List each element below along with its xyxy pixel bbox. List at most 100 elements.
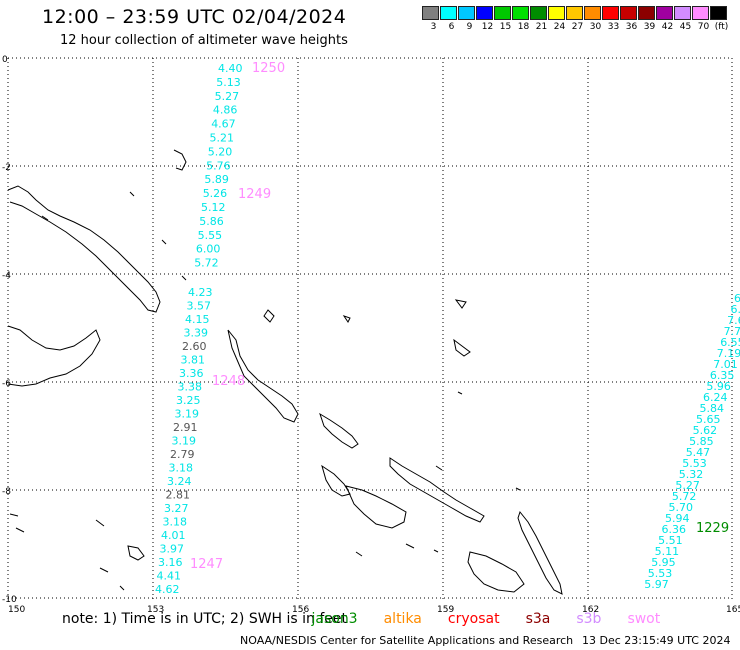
track-a-value: 5.76: [206, 159, 231, 172]
track-a-value: 5.26: [203, 187, 228, 200]
track-b-value: 3.18: [163, 516, 188, 529]
track-a-value: 5.72: [194, 257, 219, 270]
legend-label: 70: [697, 22, 710, 32]
santa-isabel-coast: [389, 457, 485, 523]
track-a-value: 5.27: [215, 90, 240, 103]
legend-swatch: [476, 6, 493, 20]
track-a-value: 5.86: [199, 215, 224, 228]
track-c-value: 6: [734, 292, 740, 305]
lat-lon-grid: 150 153 156 159 162 165 0 -2 -4 -6 -8 -10: [2, 55, 740, 615]
track-c-value: 7.6: [727, 314, 740, 327]
legend-label: 21: [535, 22, 548, 32]
track-c-value: 5.65: [696, 413, 721, 426]
track-c-value: 6.55: [720, 336, 740, 349]
track-a-value: 4.67: [211, 118, 236, 131]
legend-label: 18: [517, 22, 530, 32]
track-b-value: 3.24: [167, 475, 192, 488]
satellite-cryosat: cryosat: [447, 611, 500, 627]
legend-swatch: [638, 6, 655, 20]
lon-tick-label: 165: [726, 605, 740, 615]
legend-swatch: [692, 6, 709, 20]
track-b-value: 3.36: [179, 367, 204, 380]
track-a-value: 4.86: [213, 104, 238, 117]
track-a-value: 5.89: [204, 173, 229, 186]
track-b-value: 3.19: [175, 408, 200, 421]
lon-tick-label: 153: [147, 605, 164, 615]
track-c-value: 5.53: [682, 457, 707, 470]
track-c-value: 5.72: [672, 490, 697, 503]
legend-swatch: [530, 6, 547, 20]
lon-tick-label: 150: [8, 605, 25, 615]
lat-tick-label: -4: [2, 271, 11, 281]
legend-label: 9: [466, 22, 473, 32]
track-c-value: 5.11: [655, 545, 680, 558]
footnote-note: note: 1) Time is in UTC; 2) SWH is in fe…: [62, 611, 348, 627]
track-b-value: 2.60: [182, 340, 207, 353]
track-b-value: 2.81: [166, 489, 191, 502]
legend-swatch: [458, 6, 475, 20]
satellite-jason3: jason3: [311, 611, 358, 627]
track-a-value: 5.13: [216, 76, 241, 89]
track-b-value: 3.19: [172, 435, 197, 448]
coastlines: [7, 149, 563, 595]
track-c-value: 5.84: [700, 402, 725, 415]
track-b-value: 4.15: [185, 313, 210, 326]
pass-labels: 1250 1249 1248 1247 1229: [190, 61, 729, 572]
track-c-value: 5.96: [706, 380, 731, 393]
legend-label: 12: [481, 22, 494, 32]
satellite-swot: swot: [627, 611, 661, 627]
legend-swatch: [494, 6, 511, 20]
pass-label: 1247: [190, 557, 223, 572]
track-b-value: 4.23: [188, 286, 213, 299]
track-b-value: 3.97: [160, 543, 185, 556]
legend-label: 33: [607, 22, 620, 32]
legend-label: 36: [625, 22, 638, 32]
legend-label: 42: [661, 22, 674, 32]
legend-label: 15: [499, 22, 512, 32]
track-c-value: 5.94: [665, 512, 690, 525]
track-c-value: 5.97: [644, 578, 669, 591]
track-b-value: 2.91: [173, 421, 198, 434]
altimeter-tracks: 4.405.135.274.864.675.215.205.765.895.26…: [155, 62, 740, 596]
track-b-value: 2.79: [170, 448, 195, 461]
legend-swatch: [422, 6, 439, 20]
legend-label: 24: [553, 22, 566, 32]
track-b-value: 3.81: [181, 354, 206, 367]
track-c-value: 7.76: [724, 325, 740, 338]
track-b-value: 3.39: [184, 327, 209, 340]
new-georgia-coast: [321, 464, 407, 529]
credit-line: NOAA/NESDIS Center for Satellite Applica…: [240, 634, 574, 647]
track-c-value: 5.27: [675, 479, 700, 492]
lon-tick-label: 156: [292, 605, 309, 615]
legend-swatch: [656, 6, 673, 20]
legend-swatch: [512, 6, 529, 20]
track-a-value: 5.20: [208, 145, 233, 158]
map-title: 12:00 – 23:59 UTC 02/04/2024: [42, 6, 347, 28]
legend-label: 6: [448, 22, 455, 32]
legend-swatch: [440, 6, 457, 20]
track-c-value: 7.19: [717, 347, 740, 360]
satellite-legend: jason3 altika cryosat s3a s3b swot: [311, 611, 661, 627]
track-c-value: 5.62: [693, 424, 718, 437]
legend-swatch: [674, 6, 691, 20]
track-b-value: 3.27: [164, 502, 189, 515]
small-islands: [9, 149, 521, 591]
generated-timestamp: 13 Dec 23:15:49 UTC 2024: [582, 634, 731, 647]
track-b-value: 3.18: [169, 462, 194, 475]
track-a-value: 5.55: [198, 229, 223, 242]
track-c-value: 5.32: [679, 468, 704, 481]
track-c-value: 5.51: [658, 534, 683, 547]
legend-label: 30: [589, 22, 602, 32]
track-b-value: 4.41: [157, 570, 182, 583]
bougainville-coast: [227, 329, 299, 423]
track-b-value: 3.25: [176, 394, 201, 407]
track-c-value: 5.85: [689, 435, 714, 448]
malaita-coast: [517, 510, 563, 595]
pass-label: 1249: [238, 187, 271, 202]
track-a-value: 5.12: [201, 201, 226, 214]
track-b-value: 3.38: [178, 381, 203, 394]
track-c-value: 6.35: [710, 369, 735, 382]
track-c-value: 6.24: [703, 391, 728, 404]
track-c-value: 6.36: [662, 523, 687, 536]
track-c-value: 7.01: [713, 358, 738, 371]
